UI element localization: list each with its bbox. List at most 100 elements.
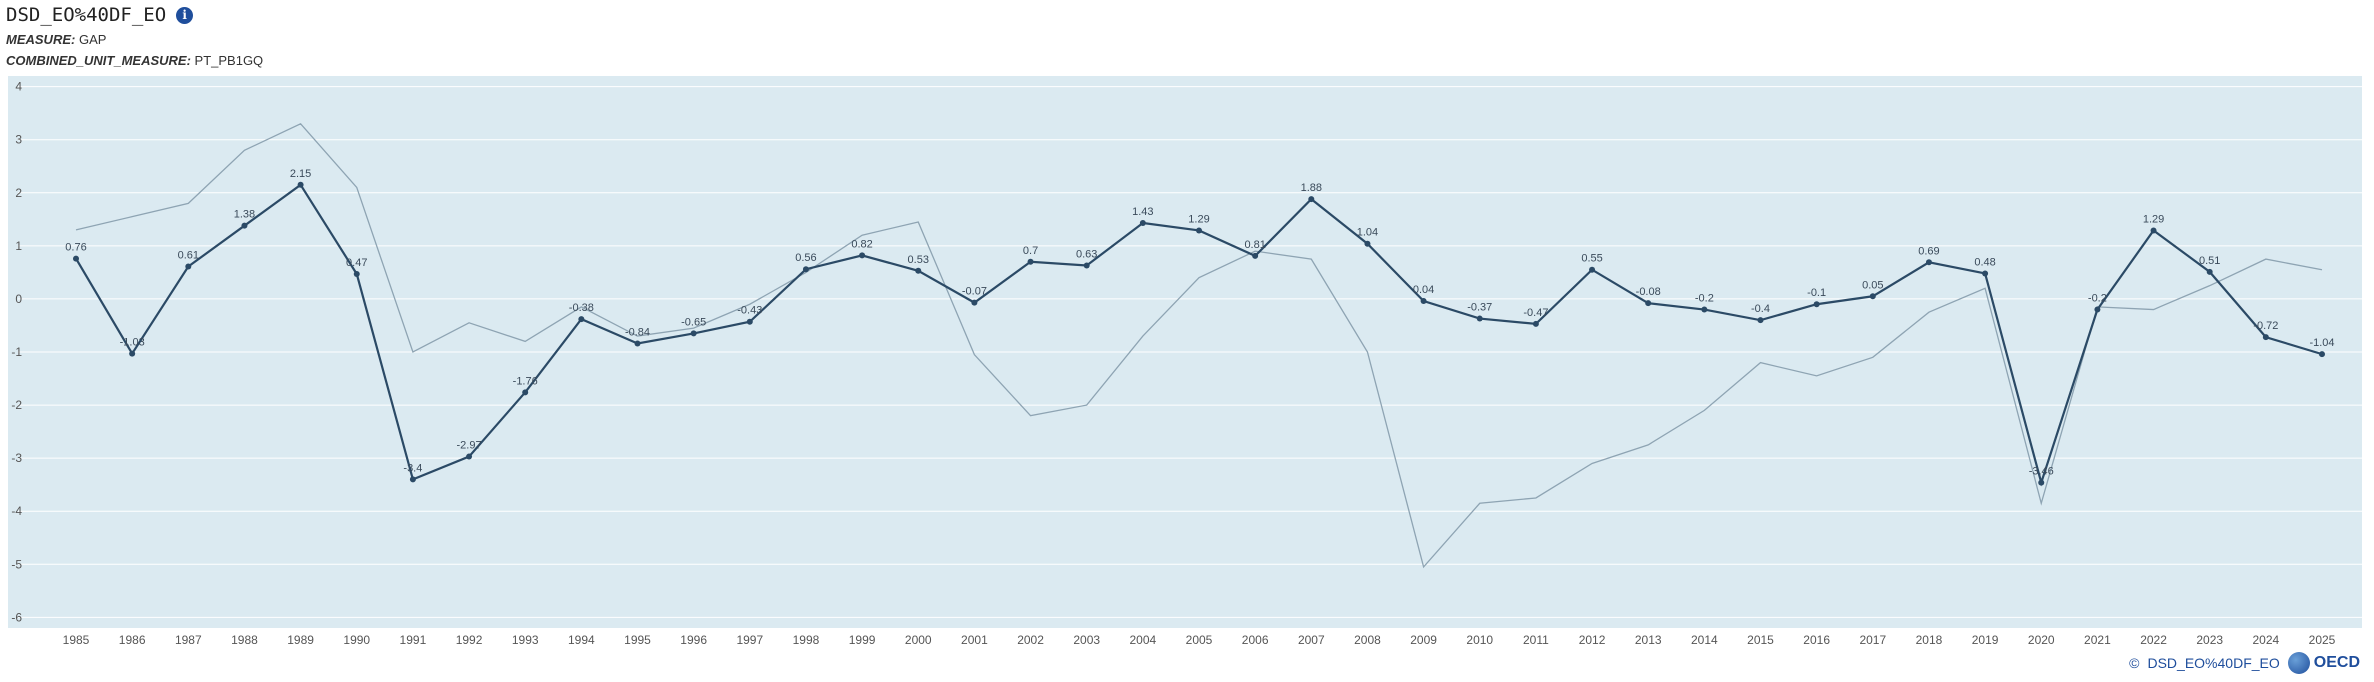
x-tick-label: 2023 [2196, 633, 2223, 647]
data-label: 0.53 [908, 254, 929, 266]
y-tick-label: 4 [15, 80, 22, 94]
data-label: -0.65 [681, 316, 706, 328]
oecd-logo[interactable]: OECD [2287, 652, 2360, 674]
measure-key: MEASURE: [6, 32, 76, 47]
x-tick-label: 1989 [287, 633, 314, 647]
x-tick-label: 2025 [2309, 633, 2336, 647]
x-tick-label: 2010 [1466, 633, 1493, 647]
main-series-point [1476, 315, 1483, 322]
main-series-point [1252, 252, 1259, 259]
data-label: 0.56 [795, 252, 816, 264]
data-label: 0.55 [1581, 253, 1602, 265]
measure-value: GAP [78, 32, 107, 47]
main-series-point [578, 316, 585, 323]
x-tick-label: 2002 [1017, 633, 1044, 647]
data-label: 2.15 [290, 168, 311, 180]
x-tick-label: 2024 [2252, 633, 2279, 647]
x-tick-label: 1992 [456, 633, 483, 647]
main-series-point [1083, 262, 1090, 269]
data-label: 0.47 [346, 257, 367, 269]
data-label: 0.61 [178, 250, 199, 262]
x-tick-label: 2017 [1859, 633, 1886, 647]
x-tick-label: 2008 [1354, 633, 1381, 647]
main-series-point [2150, 227, 2157, 234]
x-tick-label: 2015 [1747, 633, 1774, 647]
y-tick-label: -2 [11, 398, 22, 412]
secondary-series-line [75, 122, 2323, 569]
x-tick-label: 2011 [1523, 633, 1549, 647]
data-label: -0.47 [1523, 307, 1548, 319]
main-series-point [1364, 240, 1371, 247]
data-label: -0.72 [2253, 320, 2278, 332]
main-series-point [1532, 320, 1539, 327]
main-series-point [1869, 293, 1876, 300]
x-tick-label: 2001 [961, 633, 988, 647]
data-label: -0.1 [1807, 287, 1826, 299]
main-series-point [2038, 479, 2045, 486]
y-tick-label: 3 [15, 133, 22, 147]
info-icon[interactable]: i [176, 6, 194, 24]
main-series-point [2206, 268, 2213, 275]
data-label: -3.46 [2029, 466, 2054, 478]
data-label: 0.82 [851, 238, 872, 250]
data-label: 1.88 [1301, 182, 1322, 194]
data-label: 0.63 [1076, 248, 1097, 260]
x-tick-label: 1996 [680, 633, 707, 647]
data-label: -0.43 [737, 305, 762, 317]
y-tick-label: 2 [15, 186, 22, 200]
main-series-point [1925, 259, 1932, 266]
main-series-point [466, 453, 473, 460]
x-tick-label: 1991 [400, 633, 427, 647]
source-link[interactable]: DSD_EO%40DF_EO [2147, 655, 2280, 671]
x-tick-label: 2013 [1635, 633, 1662, 647]
main-series-point [297, 181, 304, 188]
unit-key: COMBINED_UNIT_MEASURE: [6, 53, 191, 68]
main-series-point [73, 255, 79, 262]
data-label: 0.05 [1862, 279, 1883, 291]
y-tick-label: 0 [15, 292, 22, 306]
x-tick-label: 2021 [2084, 633, 2111, 647]
data-label: -0.08 [1636, 286, 1661, 298]
data-label: -0.4 [1751, 303, 1770, 315]
x-tick-label: 2019 [1972, 633, 1999, 647]
y-tick-label: -3 [11, 451, 22, 465]
oecd-logo-text: OECD [2313, 654, 2360, 671]
data-label: 0.69 [1918, 245, 1939, 257]
main-series-point [1420, 298, 1427, 305]
data-label: -0.84 [625, 327, 650, 339]
data-label: -0.37 [1467, 302, 1492, 314]
data-label: 0.81 [1244, 239, 1265, 251]
x-tick-label: 1990 [343, 633, 370, 647]
main-series-point [634, 340, 641, 347]
x-tick-label: 2022 [2140, 633, 2167, 647]
x-tick-label: 1994 [568, 633, 595, 647]
main-series-point [1982, 270, 1989, 277]
measure-line: MEASURE: GAP [6, 32, 263, 47]
main-series-point [2319, 351, 2325, 358]
main-series-point [409, 476, 416, 483]
data-label: 1.29 [1188, 213, 1209, 225]
x-tick-label: 1993 [512, 633, 539, 647]
data-label: 1.04 [1357, 227, 1378, 239]
chart-header: DSD_EO%40DF_EO i MEASURE: GAP COMBINED_U… [6, 4, 263, 68]
data-label: 0.76 [65, 242, 86, 254]
y-tick-label: -6 [11, 610, 22, 624]
x-tick-label: 2003 [1073, 633, 1100, 647]
main-series-point [1757, 317, 1764, 324]
y-tick-label: -5 [11, 557, 22, 571]
x-tick-label: 2012 [1579, 633, 1606, 647]
oecd-globe-icon [2287, 652, 2310, 674]
main-series-point [185, 263, 192, 270]
data-label: 0.51 [2199, 255, 2220, 267]
y-tick-label: -4 [11, 504, 22, 518]
x-tick-label: 2009 [1410, 633, 1437, 647]
x-tick-label: 2014 [1691, 633, 1718, 647]
data-label: -1.76 [513, 375, 538, 387]
x-tick-label: 2005 [1186, 633, 1213, 647]
main-series-point [690, 330, 697, 337]
main-series-point [1701, 306, 1708, 313]
y-tick-label: 1 [15, 239, 22, 253]
x-tick-label: 1986 [119, 633, 146, 647]
main-series-point [971, 299, 978, 306]
